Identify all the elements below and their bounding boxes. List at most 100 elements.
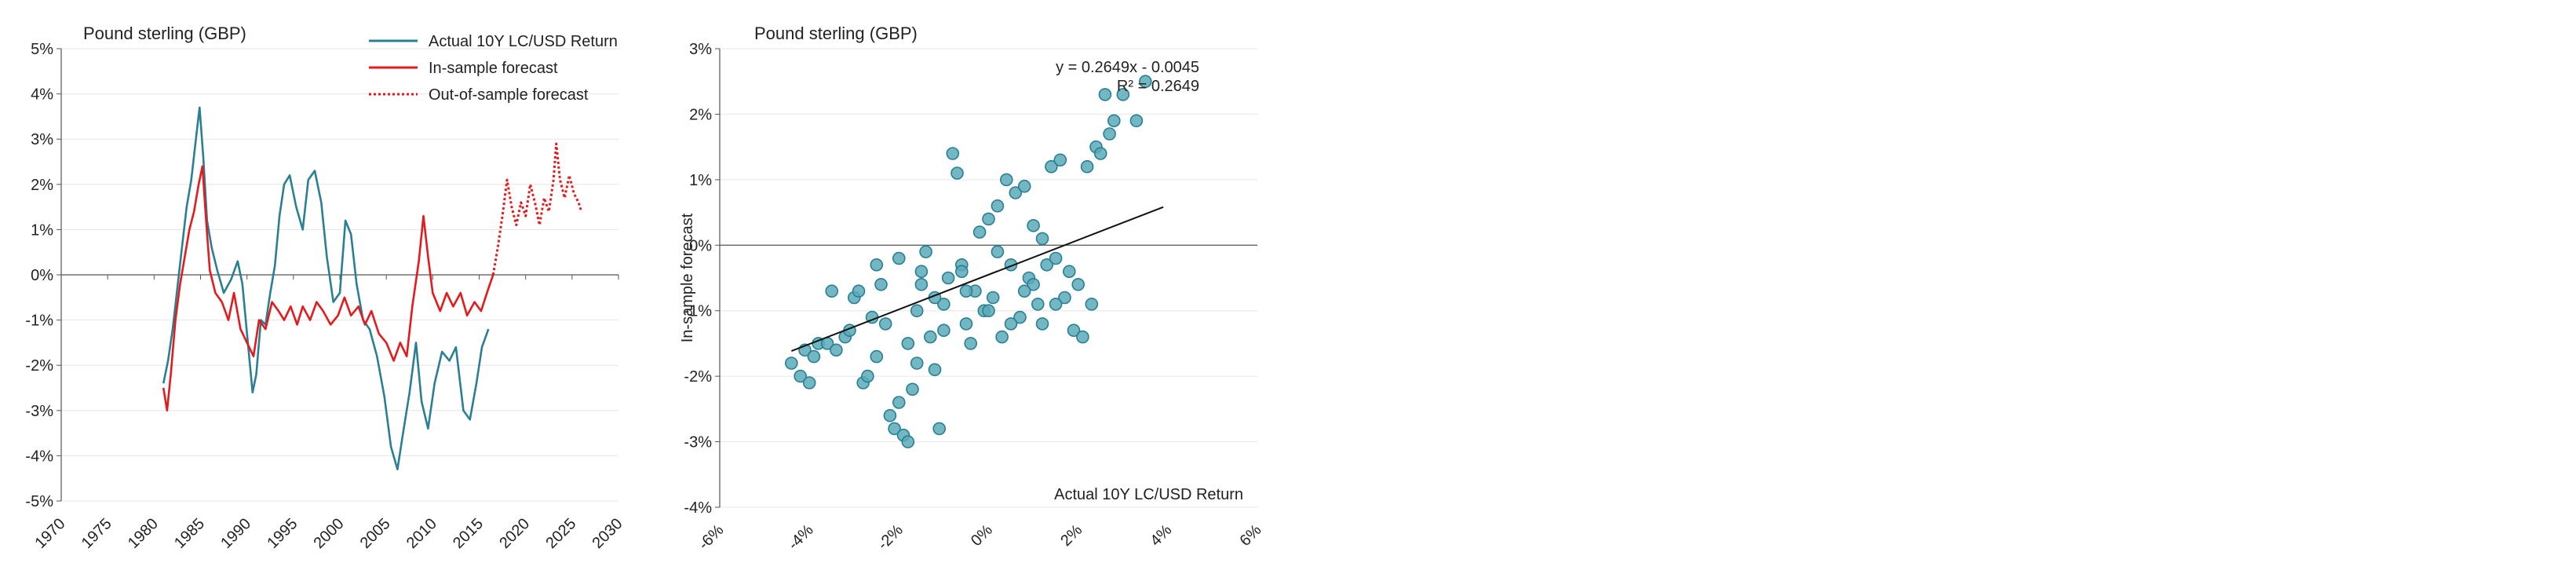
legend-label: Out-of-sample forecast	[429, 86, 589, 104]
y-tick-label: 0%	[31, 267, 53, 284]
y-tick-label: 3%	[31, 131, 53, 148]
y-tick-label: -3%	[684, 434, 712, 452]
scatter-point	[1138, 75, 1152, 88]
scatter-point	[883, 408, 897, 422]
y-tick-label: 4%	[31, 86, 53, 104]
y-axis-label: In-sample forecast	[679, 213, 696, 342]
chart-title: Pound sterling (GBP)	[754, 24, 918, 43]
x-tick-label: 1970	[32, 515, 69, 552]
trendline	[790, 206, 1164, 353]
scatter-point	[852, 284, 866, 298]
scatter-point	[802, 376, 816, 389]
scatter-point	[1027, 277, 1040, 291]
x-tick-label: -2%	[874, 521, 907, 554]
scatter-point	[986, 291, 1000, 305]
scatter-point	[1045, 159, 1058, 174]
scatter-point	[1129, 114, 1144, 128]
scatter-point	[1013, 310, 1027, 324]
scatter-point	[914, 265, 929, 279]
scatter-point	[870, 349, 884, 364]
scatter-point	[946, 147, 960, 160]
scatter-point	[914, 277, 929, 291]
scatter-point	[1017, 284, 1031, 298]
y-tick-label: -4%	[25, 448, 53, 465]
scatter-point	[1062, 265, 1076, 279]
scatter-point	[1093, 147, 1107, 160]
series-line-2	[491, 142, 583, 276]
x-tick-label: 1980	[125, 515, 162, 552]
scatter-point	[1116, 88, 1130, 101]
scatter-point	[982, 304, 995, 318]
scatter-point	[892, 396, 906, 409]
scatter-point	[1071, 277, 1085, 291]
scatter-point	[941, 271, 955, 285]
scatter-point	[1017, 179, 1031, 193]
x-tick-label: 2015	[450, 515, 487, 552]
scatter-point	[1053, 153, 1067, 167]
scatter-point	[964, 337, 978, 350]
scatter-point	[1058, 291, 1071, 305]
scatter-point	[874, 277, 888, 291]
scatter-point	[794, 369, 807, 383]
scatter-point	[923, 330, 937, 344]
scatter-point	[861, 369, 874, 383]
x-tick-label: 1990	[217, 515, 254, 552]
trendline-equation: y = 0.2649x - 0.0045	[1056, 59, 1199, 76]
x-tick-label: 1975	[78, 515, 115, 552]
x-axis-label: Actual 10Y LC/USD Return	[1054, 486, 1243, 503]
x-tick-label: 2020	[496, 515, 533, 552]
x-tick-label: -4%	[785, 521, 817, 554]
y-tick-label: -5%	[25, 493, 53, 510]
y-tick-label: 3%	[689, 41, 712, 58]
scatter-point	[906, 382, 919, 397]
x-tick-label: 0%	[968, 521, 996, 550]
scatter-point	[1067, 324, 1081, 338]
scatter-point	[991, 245, 1005, 258]
series-line-1	[162, 165, 494, 412]
scatter-point	[919, 245, 932, 258]
scatter-point	[825, 284, 838, 298]
scatter-point	[999, 173, 1013, 187]
legend-label: Actual 10Y LC/USD Return	[429, 33, 618, 50]
scatter-point	[928, 363, 942, 377]
scatter-point	[901, 337, 915, 350]
scatter-point	[959, 284, 973, 298]
x-tick-label: 2%	[1057, 521, 1085, 550]
scatter-point	[932, 422, 947, 436]
y-tick-label: -4%	[684, 499, 712, 517]
scatter-point	[937, 298, 950, 311]
scatter-point	[807, 349, 821, 364]
y-tick-label: -1%	[25, 313, 53, 330]
scatter-point	[892, 251, 906, 265]
chart-title: Pound sterling (GBP)	[83, 24, 246, 43]
scatter-point	[1031, 298, 1045, 311]
scatter-point	[991, 199, 1005, 213]
y-tick-label: 2%	[31, 177, 53, 194]
line-chart-panel: Pound sterling (GBP) 5% 4% 3% 2% 1% 0% -1% -2% -3…	[0, 0, 644, 570]
scatter-point	[937, 324, 950, 338]
scatter-point	[1049, 298, 1063, 311]
scatter-point	[910, 304, 924, 318]
scatter-point	[870, 258, 884, 272]
y-tick-label: 1%	[31, 221, 53, 239]
scatter-point	[830, 343, 843, 357]
scatter-point	[1103, 127, 1116, 141]
scatter-point	[1076, 330, 1089, 344]
x-tick-label: 2010	[403, 515, 440, 552]
x-tick-label: 1985	[171, 515, 208, 552]
scatter-point	[1009, 186, 1023, 199]
x-tick-label: 2025	[542, 515, 579, 552]
scatter-point	[1085, 298, 1099, 311]
scatter-point	[954, 265, 969, 279]
y-tick-label: 5%	[31, 41, 53, 58]
scatter-point	[1027, 218, 1040, 232]
y-tick-label: -2%	[25, 357, 53, 375]
scatter-point	[982, 212, 995, 226]
scatter-chart-panel: Pound sterling (GBP) 3% 2% 1% 0% -1% -2% -3% -4%…	[644, 0, 1287, 570]
scatter-point	[910, 356, 924, 370]
scatter-point	[1049, 251, 1063, 265]
scatter-point	[1035, 232, 1049, 246]
y-tick-label: -1%	[684, 303, 712, 320]
scatter-point	[972, 225, 987, 239]
line-chart: Pound sterling (GBP) 5% 4% 3% 2% 1% 0% -1% -2% -3…	[25, 24, 626, 552]
